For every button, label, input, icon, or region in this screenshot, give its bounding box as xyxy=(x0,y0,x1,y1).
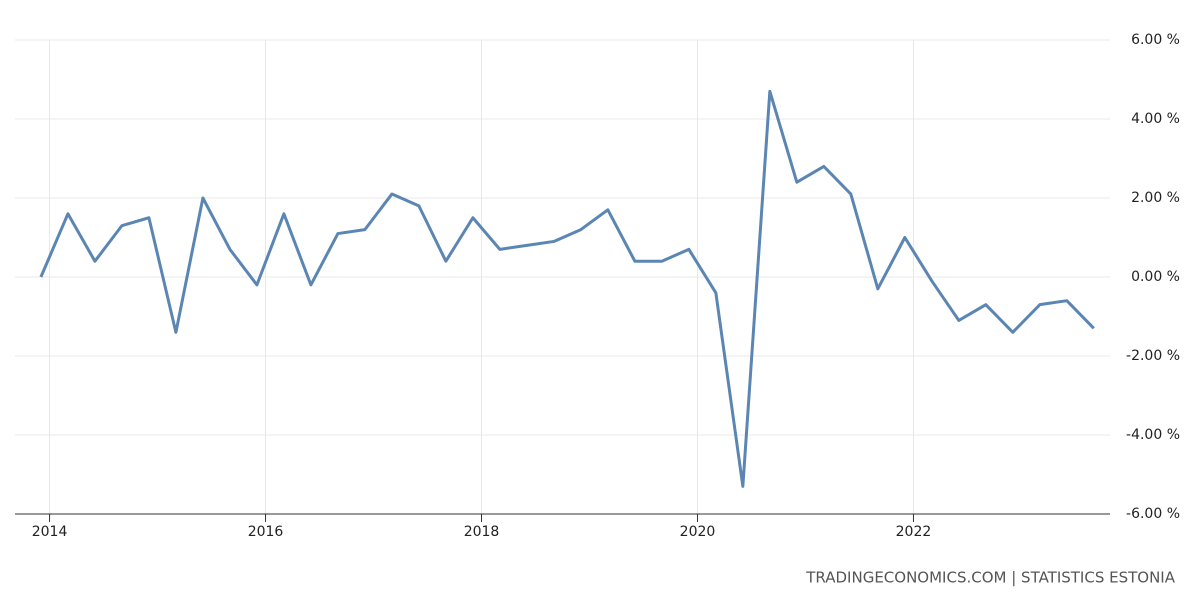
x-tick-label: 2014 xyxy=(32,524,68,540)
y-tick-label: -2.00 % xyxy=(1126,348,1180,364)
y-tick-label: 6.00 % xyxy=(1131,32,1180,48)
x-tick-label: 2022 xyxy=(896,524,932,540)
x-tick-label: 2016 xyxy=(248,524,284,540)
x-tick-label: 2020 xyxy=(680,524,716,540)
y-tick-label: 4.00 % xyxy=(1131,111,1180,127)
x-tick-label: 2018 xyxy=(464,524,500,540)
y-tick-label: -6.00 % xyxy=(1126,506,1180,522)
line-series xyxy=(39,89,1095,488)
y-tick-label: -4.00 % xyxy=(1126,427,1180,443)
y-tick-label: 0.00 % xyxy=(1131,269,1180,285)
y-tick-label: 2.00 % xyxy=(1131,190,1180,206)
source: TRADINGECONOMICS.COM | STATISTICS ESTONI… xyxy=(805,569,1175,587)
